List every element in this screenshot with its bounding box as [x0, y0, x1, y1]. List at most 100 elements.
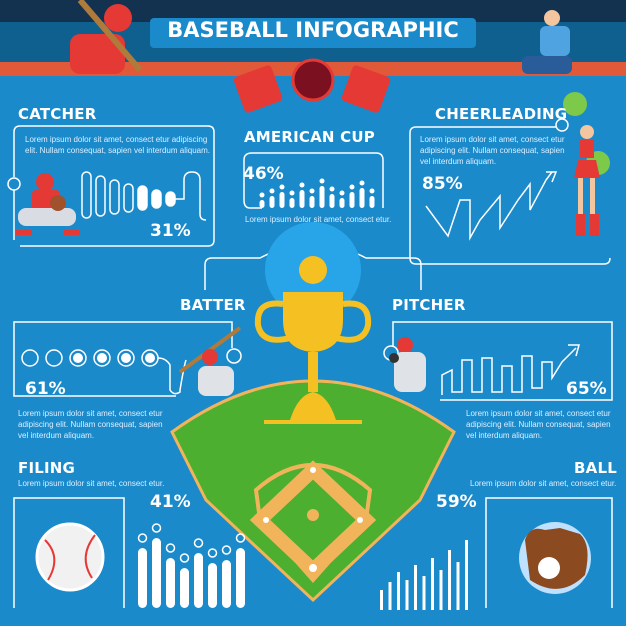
- cup-dot: [349, 184, 355, 190]
- batter-percent: 61%: [25, 379, 66, 399]
- american-cup-percent: 46%: [243, 164, 284, 184]
- catcher-connector: [175, 171, 207, 221]
- pitcher-text: Lorem ipsum dolor sit amet, consect etur…: [466, 409, 611, 440]
- ball-bar: [439, 570, 443, 610]
- catcher-bar: [81, 171, 92, 219]
- batter-circle: [69, 349, 87, 367]
- ball-bar: [431, 558, 434, 610]
- filing-bar: [208, 563, 217, 608]
- ball-bar: [422, 576, 426, 610]
- cup-bar: [339, 198, 345, 208]
- cheerleading-line-chart: [425, 171, 553, 241]
- trophy-icon: [254, 256, 372, 424]
- catcher-bar: [137, 185, 148, 211]
- catcher-title: CATCHER: [18, 105, 97, 123]
- batter-figure: [178, 326, 242, 396]
- cup-bar: [349, 192, 355, 208]
- cup-dot: [309, 188, 315, 194]
- ball-bar: [380, 590, 383, 610]
- batter-circle-fill: [145, 353, 155, 363]
- cup-bar: [309, 196, 315, 208]
- cheerleading-percent: 85%: [422, 174, 463, 194]
- ball-bar: [414, 565, 417, 610]
- catcher-bar: [95, 175, 106, 217]
- cup-dot: [369, 188, 375, 194]
- catcher-panel-outline: [7, 125, 215, 247]
- ball-bar: [388, 582, 392, 610]
- batter-circle: [141, 349, 159, 367]
- filing-bar: [138, 548, 147, 608]
- cup-dot: [299, 182, 305, 188]
- batter-text: Lorem ipsum dolor sit amet, consect etur…: [18, 409, 163, 440]
- cup-bar: [369, 196, 375, 208]
- ball-percent: 59%: [436, 492, 477, 512]
- catcher-bar: [165, 191, 176, 207]
- american-cup-dot-chart: [259, 178, 375, 208]
- american-cup-title: AMERICAN CUP: [244, 128, 375, 146]
- cup-dot: [359, 180, 365, 186]
- cup-bar: [289, 198, 295, 208]
- ball-panel-outline: [485, 497, 613, 608]
- catcher-percent: 31%: [150, 221, 191, 241]
- ball-bar: [456, 562, 460, 610]
- cup-bar: [359, 188, 365, 208]
- baseball-field: [170, 379, 456, 603]
- filing-bar: [236, 548, 245, 608]
- pitcher-title: PITCHER: [392, 296, 466, 314]
- ball-bar: [448, 550, 451, 610]
- batter-circle: [45, 349, 63, 367]
- pitcher-figure: [389, 337, 426, 392]
- cup-bar: [269, 196, 275, 208]
- cheerleading-panel-outline: [409, 118, 611, 265]
- foam-fingers-and-mask-icon: [233, 58, 391, 113]
- catcher-bar: [123, 183, 134, 213]
- cup-dot: [319, 178, 325, 184]
- cup-bar: [329, 194, 335, 208]
- ball-bar: [465, 540, 468, 610]
- cup-bar: [319, 186, 325, 208]
- pitcher-figure-top: [522, 10, 572, 74]
- batter-circle-fill: [121, 353, 131, 363]
- pitcher-percent: 65%: [566, 379, 607, 399]
- filing-percent: 41%: [150, 492, 191, 512]
- filing-bar: [166, 558, 175, 608]
- batter-circle: [21, 349, 39, 367]
- filing-title: FILING: [18, 459, 76, 477]
- catcher-bar-chart: [81, 171, 207, 221]
- batter-circle-fill: [73, 353, 83, 363]
- american-cup-panel-outline: [243, 152, 384, 209]
- cheerleading-text: Lorem ipsum dolor sit amet, consect etur…: [420, 135, 565, 166]
- cup-dot: [259, 192, 265, 198]
- batter-figure-top: [70, 0, 143, 74]
- filing-dot: [221, 545, 232, 555]
- batter-circle-fill: [97, 353, 107, 363]
- cheerleading-title: CHEERLEADING: [435, 105, 568, 123]
- filing-bar-chart: [137, 523, 246, 608]
- batter-circle: [93, 349, 111, 367]
- filing-dot: [235, 533, 246, 543]
- filing-dot: [179, 553, 190, 563]
- batter-circle: [117, 349, 135, 367]
- cheerleader-figure: [563, 92, 610, 236]
- ball-bar-chart: [380, 540, 468, 610]
- filing-panel-outline: [13, 497, 125, 608]
- cup-bar: [279, 192, 285, 208]
- cup-dot: [329, 186, 335, 192]
- filing-text: Lorem ipsum dolor sit amet, consect etur…: [18, 479, 165, 488]
- batter-title: BATTER: [180, 296, 246, 314]
- catcher-text: Lorem ipsum dolor sit amet, consect etur…: [25, 135, 210, 155]
- filing-bar: [152, 538, 161, 608]
- pitcher-line-chart: [441, 347, 577, 395]
- ball-bar: [405, 580, 409, 610]
- filing-dot: [207, 548, 218, 558]
- ball-bar: [397, 572, 400, 610]
- cup-bar: [299, 190, 305, 208]
- cup-dot: [269, 188, 275, 194]
- filing-dot: [137, 533, 148, 543]
- ball-text: Lorem ipsum dolor sit amet, consect etur…: [470, 479, 617, 488]
- cup-dot: [279, 184, 285, 190]
- filing-bar: [194, 553, 203, 608]
- filing-dot: [151, 523, 162, 533]
- baseball-icon: [35, 522, 105, 592]
